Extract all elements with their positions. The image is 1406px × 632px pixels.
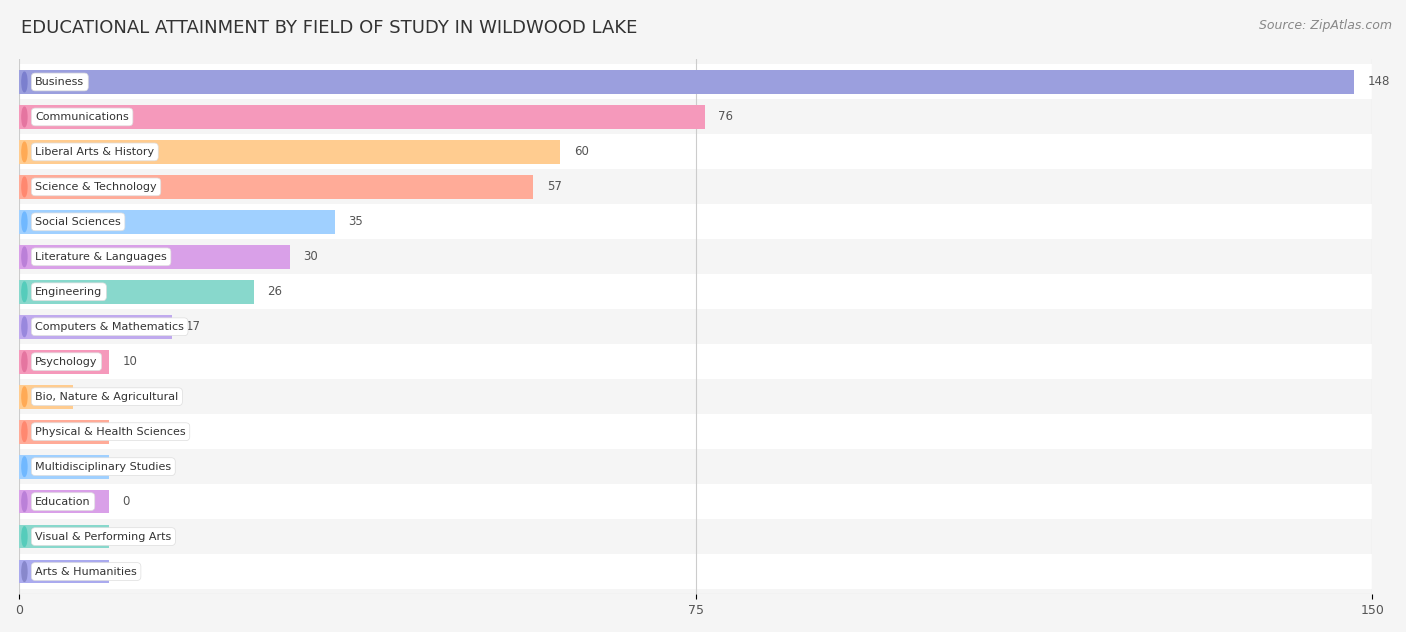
Circle shape — [22, 492, 27, 511]
Bar — [20, 525, 110, 549]
Bar — [0, 484, 1406, 519]
Text: 60: 60 — [574, 145, 589, 159]
Text: 0: 0 — [122, 495, 131, 508]
Text: Visual & Performing Arts: Visual & Performing Arts — [35, 532, 172, 542]
Bar — [20, 385, 73, 409]
Bar — [0, 240, 1406, 274]
Text: 0: 0 — [122, 530, 131, 543]
Circle shape — [22, 457, 27, 477]
Text: Bio, Nature & Agricultural: Bio, Nature & Agricultural — [35, 392, 179, 402]
Text: Liberal Arts & History: Liberal Arts & History — [35, 147, 155, 157]
Bar — [20, 280, 253, 304]
Text: Computers & Mathematics: Computers & Mathematics — [35, 322, 184, 332]
Text: Business: Business — [35, 77, 84, 87]
Text: Psychology: Psychology — [35, 356, 98, 367]
Bar — [20, 105, 704, 129]
Text: 35: 35 — [349, 216, 363, 228]
Text: EDUCATIONAL ATTAINMENT BY FIELD OF STUDY IN WILDWOOD LAKE: EDUCATIONAL ATTAINMENT BY FIELD OF STUDY… — [21, 19, 637, 37]
Circle shape — [22, 422, 27, 442]
Bar — [20, 210, 335, 234]
Bar — [0, 554, 1406, 589]
Bar — [20, 490, 110, 513]
Bar — [0, 274, 1406, 309]
Circle shape — [22, 177, 27, 197]
Text: Arts & Humanities: Arts & Humanities — [35, 566, 136, 576]
Bar — [20, 175, 533, 199]
Text: 17: 17 — [186, 320, 201, 333]
Bar — [0, 519, 1406, 554]
Bar — [20, 70, 1354, 94]
Bar — [20, 245, 290, 269]
Circle shape — [22, 562, 27, 581]
Text: 0: 0 — [122, 565, 131, 578]
Text: 0: 0 — [122, 460, 131, 473]
Circle shape — [22, 317, 27, 337]
Bar — [0, 309, 1406, 344]
Text: Science & Technology: Science & Technology — [35, 182, 157, 192]
Bar — [20, 140, 561, 164]
Circle shape — [22, 352, 27, 372]
Circle shape — [22, 142, 27, 162]
Circle shape — [22, 212, 27, 232]
Text: Education: Education — [35, 497, 91, 507]
Bar — [20, 560, 110, 583]
Text: 57: 57 — [547, 180, 561, 193]
Bar — [0, 64, 1406, 99]
Text: 148: 148 — [1368, 75, 1391, 88]
Text: 0: 0 — [122, 425, 131, 438]
Bar — [20, 455, 110, 478]
Text: 26: 26 — [267, 285, 283, 298]
Text: 76: 76 — [718, 111, 733, 123]
Text: 30: 30 — [304, 250, 318, 264]
Bar — [0, 135, 1406, 169]
Text: 10: 10 — [122, 355, 138, 368]
Text: Multidisciplinary Studies: Multidisciplinary Studies — [35, 461, 172, 471]
Text: Engineering: Engineering — [35, 287, 103, 297]
Bar — [0, 414, 1406, 449]
Bar — [0, 344, 1406, 379]
Circle shape — [22, 282, 27, 301]
Text: Physical & Health Sciences: Physical & Health Sciences — [35, 427, 186, 437]
Circle shape — [22, 387, 27, 406]
Bar — [0, 169, 1406, 204]
Bar — [0, 379, 1406, 414]
Circle shape — [22, 527, 27, 547]
Circle shape — [22, 107, 27, 127]
Bar — [20, 350, 110, 374]
Text: Communications: Communications — [35, 112, 129, 122]
Bar — [0, 204, 1406, 240]
Text: Literature & Languages: Literature & Languages — [35, 252, 167, 262]
Circle shape — [22, 247, 27, 267]
Bar — [20, 420, 110, 444]
Text: 6: 6 — [87, 390, 94, 403]
Bar — [0, 449, 1406, 484]
Text: Source: ZipAtlas.com: Source: ZipAtlas.com — [1258, 19, 1392, 32]
Text: Social Sciences: Social Sciences — [35, 217, 121, 227]
Bar — [20, 315, 173, 339]
Bar — [0, 99, 1406, 135]
Circle shape — [22, 72, 27, 92]
